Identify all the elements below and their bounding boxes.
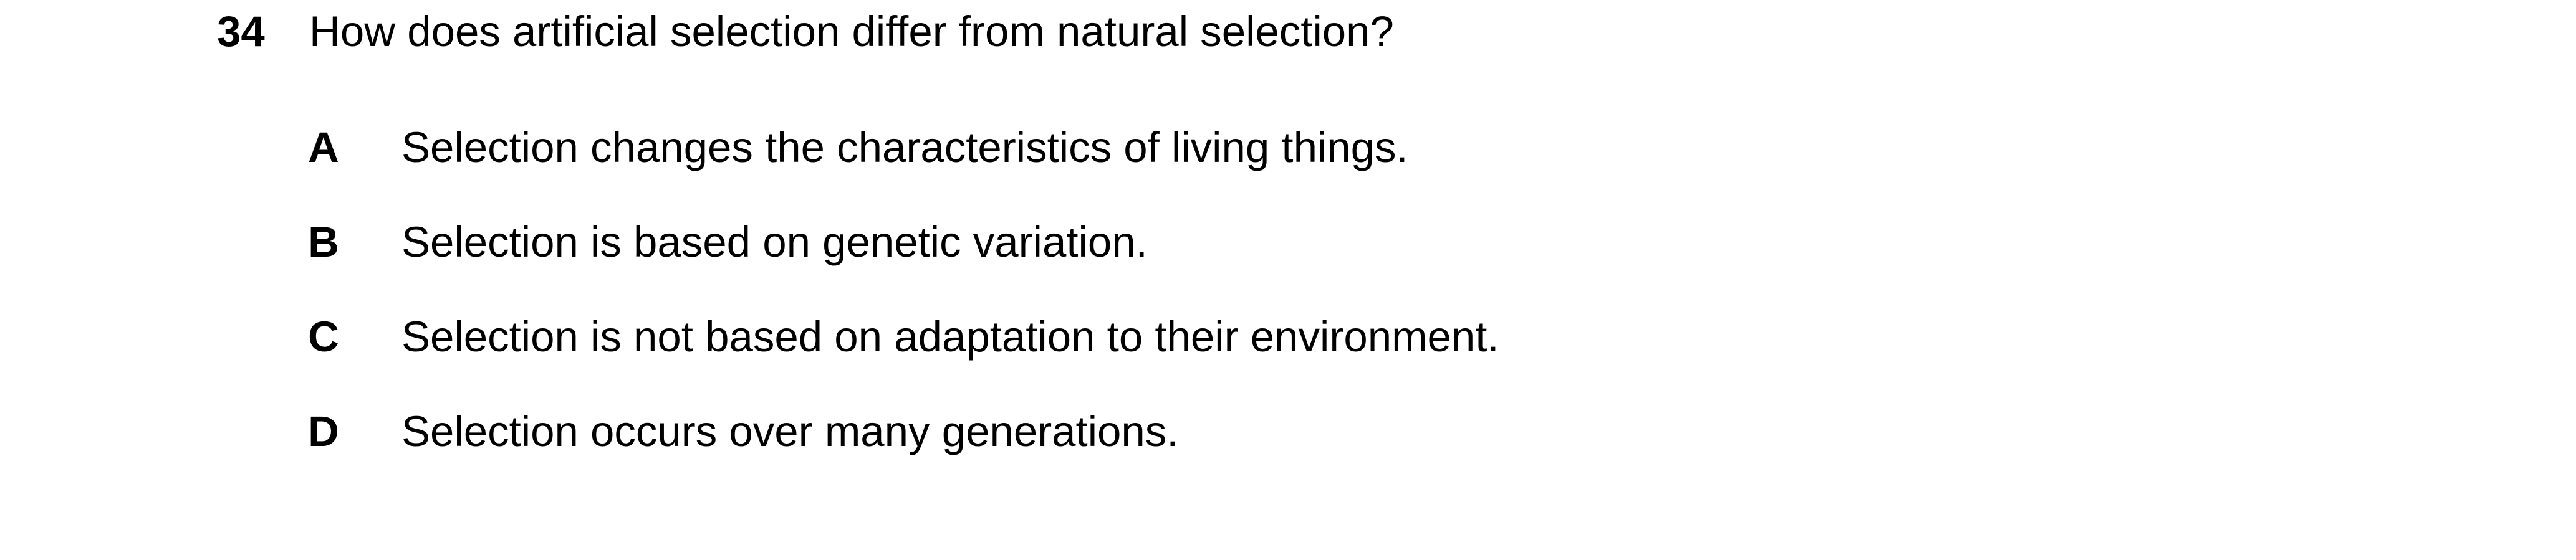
question-number: 34 xyxy=(217,7,265,55)
option-letter: D xyxy=(308,407,339,455)
option-d[interactable]: D Selection occurs over many generations… xyxy=(308,384,1499,478)
answer-options: A Selection changes the characteristics … xyxy=(308,100,1499,478)
option-a[interactable]: A Selection changes the characteristics … xyxy=(308,100,1499,194)
option-text: Selection is not based on adaptation to … xyxy=(401,312,1499,361)
option-letter: C xyxy=(308,312,339,361)
option-letter: A xyxy=(308,123,339,171)
question: 34 How does artificial selection differ … xyxy=(217,0,1394,62)
option-text: Selection changes the characteristics of… xyxy=(401,123,1408,171)
option-c[interactable]: C Selection is not based on adaptation t… xyxy=(308,289,1499,384)
option-b[interactable]: B Selection is based on genetic variatio… xyxy=(308,194,1499,289)
option-text: Selection is based on genetic variation. xyxy=(401,217,1148,266)
question-text: How does artificial selection differ fro… xyxy=(309,7,1394,55)
option-letter: B xyxy=(308,217,339,266)
option-text: Selection occurs over many generations. xyxy=(401,407,1179,455)
